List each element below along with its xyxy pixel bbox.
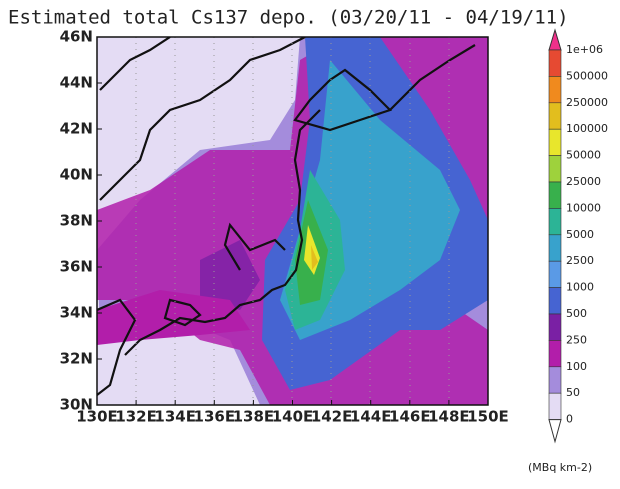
lat-tick-label: 32N [60, 350, 93, 368]
colorbar-swatch [548, 76, 562, 104]
colorbar-unit: (MBq km-2) [528, 461, 592, 474]
colorbar-swatch [548, 287, 562, 315]
colorbar-label: 500000 [566, 69, 608, 82]
colorbar-label: 1e+06 [566, 43, 603, 56]
lat-tick-label: 44N [60, 74, 93, 92]
lon-tick-label: 136E [194, 408, 236, 426]
lat-tick-label: 30N [60, 396, 93, 414]
lon-tick-label: 138E [233, 408, 275, 426]
lon-tick-label: 146E [389, 408, 431, 426]
colorbar-swatch [548, 260, 562, 288]
colorbar-swatch [548, 340, 562, 368]
colorbar-label: 100 [566, 360, 587, 373]
colorbar-label: 10000 [566, 201, 601, 214]
colorbar-label: 50 [566, 386, 580, 399]
lon-tick-label: 150E [467, 408, 509, 426]
colorbar-swatch [548, 392, 562, 420]
colorbar-swatch [548, 366, 562, 394]
title: Estimated total Cs137 depo. (03/20/11 - … [8, 7, 569, 29]
colorbar-swatch [548, 128, 562, 156]
lon-tick-label: 142E [311, 408, 353, 426]
colorbar-label: 500 [566, 307, 587, 320]
lat-tick-label: 36N [60, 258, 93, 276]
colorbar-top [548, 28, 562, 51]
colorbar-label: 1000 [566, 281, 594, 294]
coastlines [97, 37, 476, 396]
colorbar-swatch [548, 234, 562, 262]
colorbar-swatch [548, 102, 562, 130]
colorbar-swatch [548, 313, 562, 341]
colorbar-label: 250 [566, 333, 587, 346]
lon-tick-label: 140E [272, 408, 314, 426]
colorbar-label: 2500 [566, 254, 594, 267]
colorbar-label: 100000 [566, 122, 608, 135]
lon-tick-label: 148E [428, 408, 470, 426]
lat-tick-label: 46N [60, 28, 93, 46]
lat-tick-label: 38N [60, 212, 93, 230]
lon-tick-label: 144E [350, 408, 392, 426]
lon-tick-label: 130E [76, 408, 118, 426]
lat-tick-label: 34N [60, 304, 93, 322]
colorbar-swatch [548, 155, 562, 183]
colorbar-label: 250000 [566, 96, 608, 109]
colorbar-label: 50000 [566, 149, 601, 162]
deposition-field [97, 37, 488, 405]
lon-tick-label: 134E [154, 408, 196, 426]
graticule [135, 37, 450, 405]
lat-tick-label: 42N [60, 120, 93, 138]
colorbar-swatch [548, 208, 562, 236]
colorbar-label: 5000 [566, 228, 594, 241]
colorbar-bottom [548, 419, 562, 444]
colorbar-label: 25000 [566, 175, 601, 188]
colorbar-swatch [548, 181, 562, 209]
lat-tick-label: 40N [60, 166, 93, 184]
colorbar-swatch [548, 49, 562, 77]
colorbar-label: 0 [566, 413, 573, 426]
lon-tick-label: 132E [115, 408, 157, 426]
